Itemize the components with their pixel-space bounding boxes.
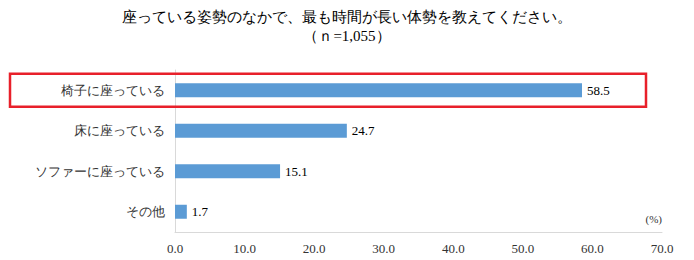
svg-text:60.0: 60.0	[581, 241, 604, 256]
svg-text:58.5: 58.5	[587, 83, 610, 98]
svg-text:0.0: 0.0	[167, 241, 183, 256]
svg-text:24.7: 24.7	[352, 123, 375, 138]
svg-text:40.0: 40.0	[442, 241, 465, 256]
svg-text:30.0: 30.0	[372, 241, 395, 256]
svg-text:70.0: 70.0	[651, 241, 674, 256]
svg-text:ソファーに座っている: ソファーに座っている	[35, 164, 165, 179]
svg-text:(%): (%)	[646, 213, 663, 226]
svg-text:1.7: 1.7	[192, 204, 209, 219]
svg-text:床に座っている: 床に座っている	[74, 123, 165, 138]
svg-text:（ｎ=1,055）: （ｎ=1,055）	[303, 28, 390, 44]
svg-text:座っている姿勢のなかで、最も時間が長い体勢を教えてください。: 座っている姿勢のなかで、最も時間が長い体勢を教えてください。	[122, 9, 572, 25]
svg-text:その他: その他	[126, 204, 165, 219]
svg-text:椅子に座っている: 椅子に座っている	[61, 83, 165, 98]
svg-text:50.0: 50.0	[511, 241, 534, 256]
svg-text:10.0: 10.0	[233, 241, 256, 256]
svg-text:15.1: 15.1	[285, 164, 308, 179]
svg-text:20.0: 20.0	[303, 241, 326, 256]
